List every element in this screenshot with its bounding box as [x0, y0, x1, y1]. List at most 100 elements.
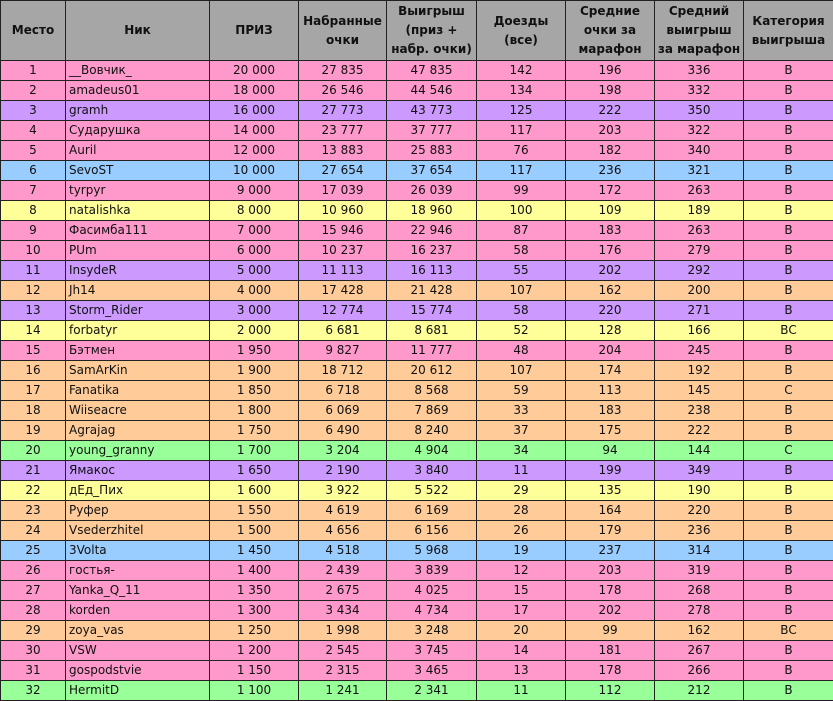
cell-nick[interactable]: tyrpyr [65, 180, 210, 201]
cell-avg-winnings[interactable]: 144 [654, 440, 744, 461]
cell-points[interactable]: 12 774 [298, 300, 387, 321]
cell-points[interactable]: 26 546 [298, 80, 387, 101]
cell-avg-points[interactable]: 113 [565, 380, 655, 401]
cell-category[interactable]: B [743, 280, 833, 301]
cell-category[interactable]: B [743, 300, 833, 321]
cell-points[interactable]: 17 039 [298, 180, 387, 201]
cell-place[interactable]: 32 [0, 680, 66, 701]
cell-avg-winnings[interactable]: 321 [654, 160, 744, 181]
cell-place[interactable]: 7 [0, 180, 66, 201]
cell-finishes[interactable]: 20 [476, 620, 566, 641]
cell-winnings[interactable]: 8 568 [386, 380, 477, 401]
cell-prize[interactable]: 1 850 [209, 380, 299, 401]
cell-prize[interactable]: 16 000 [209, 100, 299, 121]
cell-place[interactable]: 28 [0, 600, 66, 621]
cell-avg-points[interactable]: 202 [565, 600, 655, 621]
cell-place[interactable]: 31 [0, 660, 66, 681]
cell-nick[interactable]: young_granny [65, 440, 210, 461]
cell-points[interactable]: 4 518 [298, 540, 387, 561]
cell-finishes[interactable]: 26 [476, 520, 566, 541]
cell-winnings[interactable]: 3 840 [386, 460, 477, 481]
cell-finishes[interactable]: 117 [476, 160, 566, 181]
cell-nick[interactable]: SevoST [65, 160, 210, 181]
cell-place[interactable]: 18 [0, 400, 66, 421]
cell-avg-points[interactable]: 181 [565, 640, 655, 661]
cell-winnings[interactable]: 8 240 [386, 420, 477, 441]
cell-avg-winnings[interactable]: 349 [654, 460, 744, 481]
cell-avg-winnings[interactable]: 236 [654, 520, 744, 541]
cell-avg-points[interactable]: 112 [565, 680, 655, 701]
cell-finishes[interactable]: 28 [476, 500, 566, 521]
cell-finishes[interactable]: 29 [476, 480, 566, 501]
cell-prize[interactable]: 1 950 [209, 340, 299, 361]
cell-nick[interactable]: Auril [65, 140, 210, 161]
cell-prize[interactable]: 6 000 [209, 240, 299, 261]
cell-prize[interactable]: 1 450 [209, 540, 299, 561]
cell-nick[interactable]: VSW [65, 640, 210, 661]
cell-nick[interactable]: Бэтмен [65, 340, 210, 361]
cell-place[interactable]: 14 [0, 320, 66, 341]
cell-winnings[interactable]: 16 113 [386, 260, 477, 281]
cell-prize[interactable]: 20 000 [209, 60, 299, 81]
cell-place[interactable]: 4 [0, 120, 66, 141]
cell-category[interactable]: B [743, 420, 833, 441]
cell-nick[interactable]: Agrajag [65, 420, 210, 441]
cell-avg-points[interactable]: 172 [565, 180, 655, 201]
cell-avg-winnings[interactable]: 200 [654, 280, 744, 301]
cell-category[interactable]: B [743, 100, 833, 121]
cell-place[interactable]: 22 [0, 480, 66, 501]
cell-winnings[interactable]: 5 522 [386, 480, 477, 501]
cell-winnings[interactable]: 25 883 [386, 140, 477, 161]
header-avg-winnings[interactable]: Средний выигрыш за марафон [654, 0, 744, 61]
cell-prize[interactable]: 1 150 [209, 660, 299, 681]
header-place[interactable]: Место [0, 0, 66, 61]
cell-category[interactable]: B [743, 680, 833, 701]
cell-category[interactable]: B [743, 540, 833, 561]
cell-points[interactable]: 6 490 [298, 420, 387, 441]
cell-place[interactable]: 20 [0, 440, 66, 461]
cell-avg-points[interactable]: 94 [565, 440, 655, 461]
cell-finishes[interactable]: 58 [476, 300, 566, 321]
cell-category[interactable]: B [743, 480, 833, 501]
cell-avg-points[interactable]: 179 [565, 520, 655, 541]
cell-points[interactable]: 2 545 [298, 640, 387, 661]
cell-category[interactable]: B [743, 640, 833, 661]
cell-avg-winnings[interactable]: 212 [654, 680, 744, 701]
cell-avg-points[interactable]: 128 [565, 320, 655, 341]
cell-avg-winnings[interactable]: 220 [654, 500, 744, 521]
cell-points[interactable]: 4 656 [298, 520, 387, 541]
cell-winnings[interactable]: 15 774 [386, 300, 477, 321]
cell-avg-winnings[interactable]: 278 [654, 600, 744, 621]
cell-category[interactable]: B [743, 340, 833, 361]
cell-avg-winnings[interactable]: 263 [654, 180, 744, 201]
cell-winnings[interactable]: 47 835 [386, 60, 477, 81]
cell-category[interactable]: B [743, 520, 833, 541]
cell-category[interactable]: B [743, 220, 833, 241]
cell-place[interactable]: 2 [0, 80, 66, 101]
cell-points[interactable]: 11 113 [298, 260, 387, 281]
cell-place[interactable]: 13 [0, 300, 66, 321]
cell-prize[interactable]: 12 000 [209, 140, 299, 161]
cell-prize[interactable]: 14 000 [209, 120, 299, 141]
cell-prize[interactable]: 10 000 [209, 160, 299, 181]
cell-avg-winnings[interactable]: 267 [654, 640, 744, 661]
cell-points[interactable]: 2 675 [298, 580, 387, 601]
cell-points[interactable]: 13 883 [298, 140, 387, 161]
cell-finishes[interactable]: 48 [476, 340, 566, 361]
cell-prize[interactable]: 1 700 [209, 440, 299, 461]
cell-place[interactable]: 3 [0, 100, 66, 121]
cell-finishes[interactable]: 100 [476, 200, 566, 221]
cell-winnings[interactable]: 16 237 [386, 240, 477, 261]
cell-prize[interactable]: 1 500 [209, 520, 299, 541]
cell-points[interactable]: 6 069 [298, 400, 387, 421]
cell-place[interactable]: 21 [0, 460, 66, 481]
cell-place[interactable]: 25 [0, 540, 66, 561]
cell-nick[interactable]: дЕд_Пих [65, 480, 210, 501]
cell-avg-winnings[interactable]: 238 [654, 400, 744, 421]
cell-category[interactable]: B [743, 60, 833, 81]
cell-winnings[interactable]: 43 773 [386, 100, 477, 121]
cell-winnings[interactable]: 4 734 [386, 600, 477, 621]
header-points[interactable]: Набранные очки [298, 0, 387, 61]
cell-finishes[interactable]: 12 [476, 560, 566, 581]
cell-place[interactable]: 8 [0, 200, 66, 221]
